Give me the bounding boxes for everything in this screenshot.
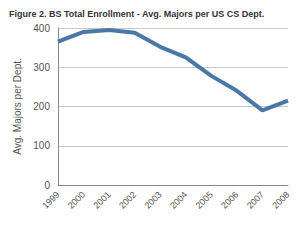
svg-text:200: 200 — [33, 101, 50, 112]
svg-text:300: 300 — [33, 62, 50, 73]
svg-text:100: 100 — [33, 140, 50, 151]
svg-text:0: 0 — [44, 180, 50, 191]
svg-text:400: 400 — [33, 23, 50, 34]
svg-text:2008: 2008 — [270, 189, 291, 210]
svg-text:Figure 2. BS Total Enrollment: Figure 2. BS Total Enrollment - Avg. Maj… — [9, 9, 264, 19]
svg-text:2001: 2001 — [91, 189, 112, 210]
svg-text:1999: 1999 — [40, 189, 61, 210]
svg-text:2006: 2006 — [219, 189, 240, 210]
svg-text:2003: 2003 — [143, 189, 164, 210]
svg-text:2000: 2000 — [66, 189, 87, 210]
svg-text:2004: 2004 — [168, 189, 189, 210]
svg-text:2007: 2007 — [245, 189, 266, 210]
svg-text:Avg. Majors per Dept.: Avg. Majors per Dept. — [12, 58, 23, 155]
svg-text:2002: 2002 — [117, 189, 138, 210]
svg-text:2005: 2005 — [194, 189, 215, 210]
